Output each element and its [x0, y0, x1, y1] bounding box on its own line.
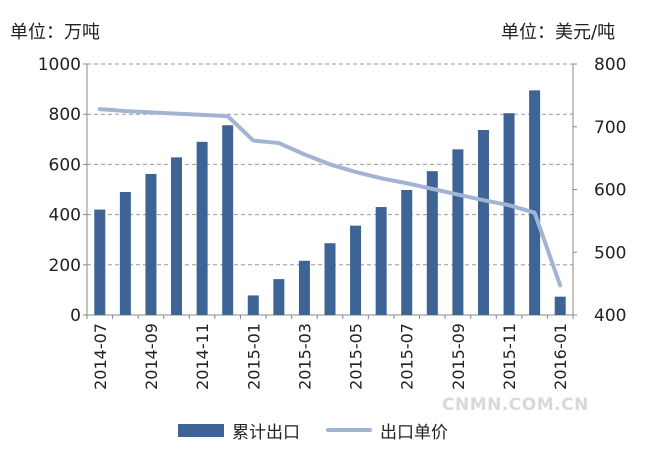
legend-item-line: 出口单价: [326, 418, 448, 443]
bar: [503, 113, 515, 315]
x-axis-tick-label: 2015-01: [244, 323, 263, 390]
x-axis-tick-label: 2015-09: [449, 323, 468, 390]
x-axis-tick-label: 2014-09: [142, 323, 161, 390]
bar: [247, 295, 259, 315]
legend-bar-label: 累计出口: [232, 422, 300, 443]
right-axis-tick-label: 500: [594, 243, 626, 263]
bar: [94, 209, 106, 315]
bar: [554, 296, 566, 315]
left-axis-tick-label: 1000: [38, 55, 81, 75]
x-axis-tick-label: 2014-11: [193, 323, 212, 390]
bar: [426, 171, 438, 315]
legend: 累计出口 出口单价: [178, 416, 474, 444]
right-axis-tick-label: 700: [594, 118, 626, 138]
left-axis-unit-label: 单位：万吨: [10, 22, 100, 43]
bar: [145, 173, 157, 315]
x-axis-tick-label: 2015-05: [347, 323, 366, 390]
right-axis-unit-label: 单位：美元/吨: [501, 22, 616, 43]
left-axis-tick-label: 600: [49, 155, 81, 175]
legend-item-bar: 累计出口: [178, 418, 300, 443]
bar: [171, 157, 183, 315]
legend-bar-swatch: [178, 423, 224, 437]
right-axis-tick-label: 800: [594, 55, 626, 75]
bar: [529, 90, 541, 315]
x-axis-tick-label: 2014-07: [91, 323, 110, 390]
right-axis-tick-label: 400: [594, 306, 626, 326]
bar: [119, 192, 131, 315]
bar: [222, 125, 234, 315]
left-axis-tick-label: 400: [49, 206, 81, 226]
bar: [477, 130, 489, 315]
x-axis-tick-label: 2015-07: [398, 323, 417, 390]
bar: [273, 279, 285, 315]
watermark: CNMN.COM.CN: [442, 395, 589, 415]
right-axis-tick-label: 600: [594, 181, 626, 201]
x-axis-tick-label: 2016-01: [551, 323, 570, 390]
bar: [350, 225, 362, 315]
left-axis-tick-label: 0: [70, 306, 81, 326]
x-axis-tick-label: 2015-03: [295, 323, 314, 390]
bar: [196, 141, 208, 315]
x-axis-tick-label: 2015-11: [500, 323, 519, 390]
line-series-unit-price: [97, 107, 563, 288]
bar: [401, 190, 413, 315]
bar: [298, 260, 310, 315]
bar: [375, 207, 387, 315]
bar: [452, 149, 464, 315]
legend-line-swatch: [326, 428, 372, 432]
left-axis-tick-label: 200: [49, 256, 81, 276]
left-axis-tick-label: 800: [49, 105, 81, 125]
bar: [324, 243, 336, 315]
legend-line-label: 出口单价: [380, 422, 448, 443]
